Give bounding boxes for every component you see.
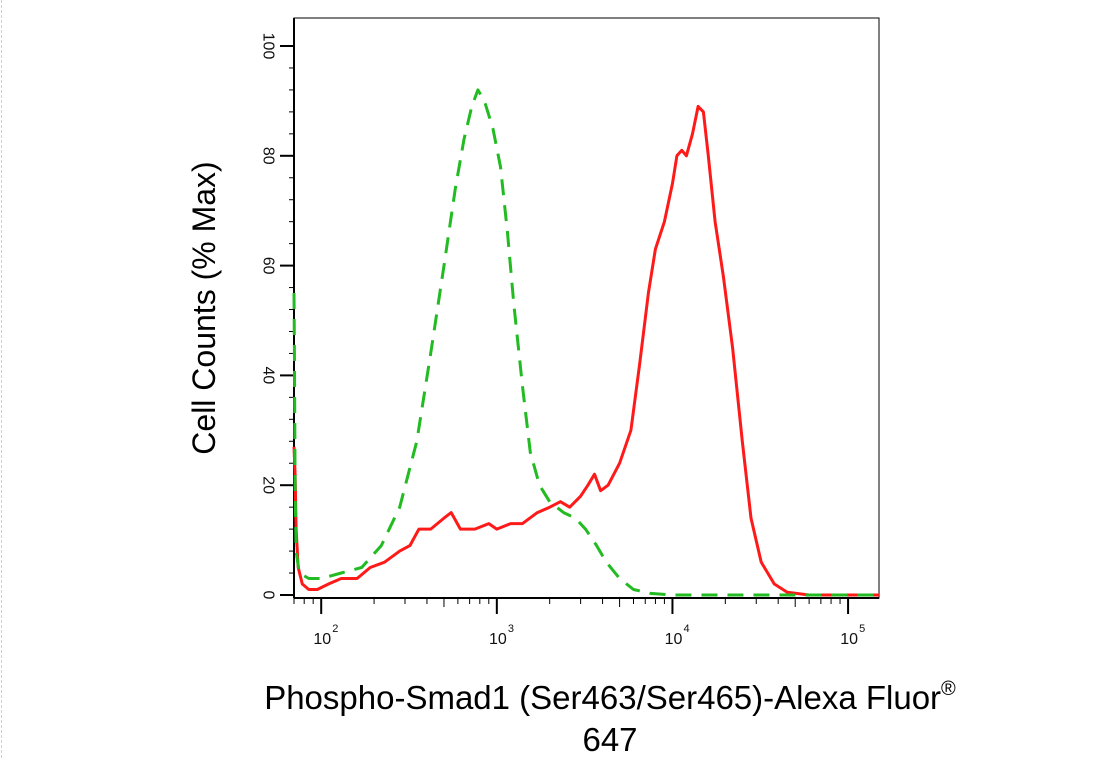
x-tick-exponent: 2: [332, 623, 338, 635]
x-axis-label-line2: 647: [582, 721, 638, 758]
series-line-2: [292, 88, 879, 597]
x-axis-label-mark: ®: [941, 678, 956, 700]
y-axis-label: Cell Counts (% Max): [186, 161, 222, 454]
x-tick-label: 10: [665, 631, 683, 648]
x-tick-label: 10: [840, 631, 858, 648]
y-tick-label: 60: [260, 257, 277, 275]
page-edge-line: [1, 0, 2, 758]
x-tick-exponent: 5: [859, 623, 865, 635]
x-tick-label: 10: [489, 631, 507, 648]
x-axis-label-main: Phospho-Smad1 (Ser463/Ser465)-Alexa Fluo…: [264, 679, 942, 716]
x-tick-exponent: 4: [683, 623, 689, 635]
plot-frame: [293, 17, 880, 599]
plot-area: [292, 88, 879, 597]
y-tick-label: 40: [260, 367, 277, 385]
y-axis-title: Cell Counts (% Max): [186, 161, 222, 454]
x-tick-exponent: 3: [508, 623, 514, 635]
y-tick-label: 100: [260, 33, 277, 60]
x-tick-label: 10: [313, 631, 331, 648]
y-tick-label: 80: [260, 147, 277, 165]
x-axis-label: Phospho-Smad1 (Ser463/Ser465)-Alexa Fluo…: [120, 668, 1100, 761]
y-tick-label: 0: [260, 591, 277, 600]
y-tick-label: 20: [260, 476, 277, 494]
series-line-1: [292, 104, 879, 597]
